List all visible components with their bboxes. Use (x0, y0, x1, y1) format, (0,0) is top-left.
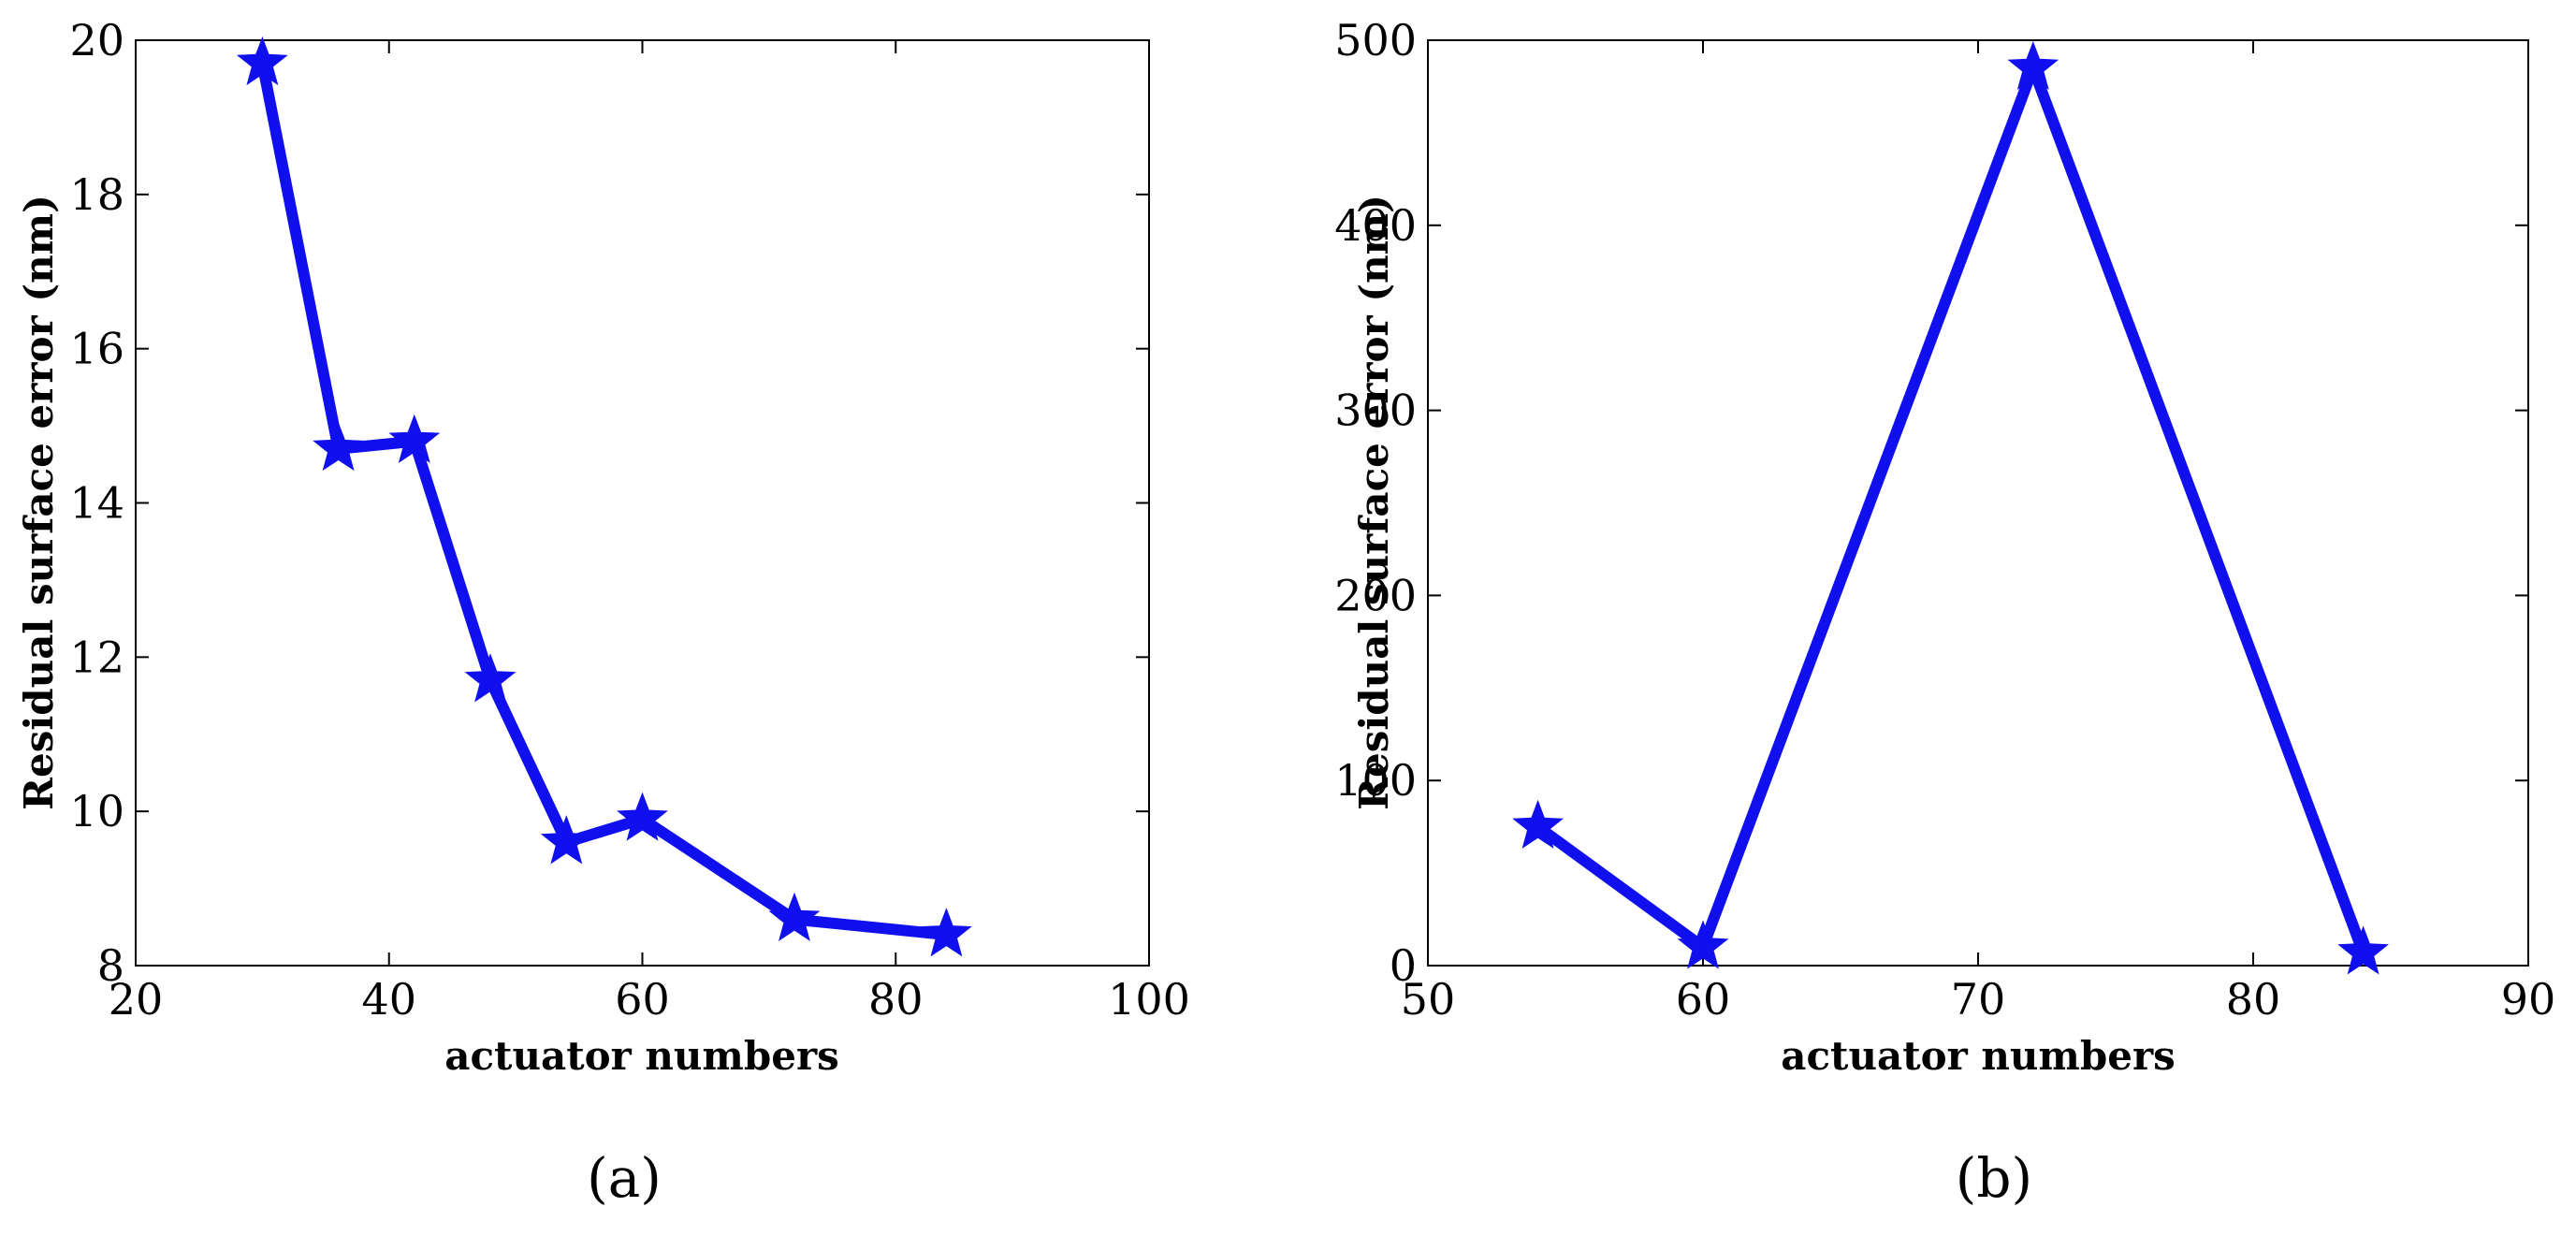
y-tick-label: 20 (69, 15, 124, 65)
x-tick-label: 80 (2226, 974, 2281, 1025)
data-point-star (236, 36, 288, 86)
data-point-star (388, 414, 441, 463)
series-line-a (256, 57, 953, 940)
y-tick-label: 500 (1334, 15, 1417, 65)
data-point-star (2337, 925, 2389, 975)
chart-panel-a: 20 40 60 80 100 8 10 12 14 16 18 20 actuator number… (16, 15, 1190, 1210)
y-tick-label: 16 (69, 324, 124, 374)
y-tick-label: 0 (1390, 940, 1417, 991)
x-tick-label: 60 (1676, 974, 1731, 1025)
y-tick-label: 400 (1334, 200, 1417, 251)
y-tick-label: 8 (97, 940, 124, 991)
x-tick-label: 90 (2501, 974, 2556, 1025)
y-tick-label: 100 (1334, 755, 1417, 806)
panel-label-b: (b) (1956, 1146, 2032, 1210)
x-axis-label-b: actuator numbers (1781, 1033, 2175, 1079)
data-point-star (2007, 40, 2059, 90)
y-tick-label: 14 (69, 478, 124, 529)
x-tick-label: 20 (109, 974, 164, 1025)
data-point-star (313, 421, 364, 472)
y-tick-label: 300 (1334, 385, 1417, 436)
data-point-star (1677, 920, 1729, 969)
x-tick-label: 40 (361, 974, 416, 1025)
x-tick-label: 80 (868, 974, 924, 1025)
x-tick-label: 60 (615, 974, 670, 1025)
data-point-star (1512, 799, 1564, 849)
y-axis-label-b: Residual surface error (nm) (1351, 195, 1397, 810)
data-point-star (921, 908, 972, 957)
plot-frame-b (1427, 39, 2529, 967)
y-tick-label: 12 (69, 632, 124, 682)
axis-ticks-b: 50 60 70 80 90 0 100 200 300 400 500 (1334, 15, 2555, 1025)
y-tick-label: 200 (1334, 570, 1417, 620)
panel-label-a: (a) (587, 1146, 662, 1210)
series-line-b (1532, 62, 2369, 959)
chart-panel-b: 50 60 70 80 90 0 100 200 300 400 500 actuator numb… (1334, 15, 2555, 1210)
x-tick-label: 50 (1401, 974, 1456, 1025)
series-line (256, 57, 953, 940)
x-tick-label: 70 (1951, 974, 2006, 1025)
data-point-star (617, 792, 668, 841)
x-tick-label: 100 (1108, 974, 1190, 1025)
series-markers-a (236, 36, 972, 957)
series-markers-b (1512, 40, 2389, 975)
y-tick-label: 18 (69, 169, 124, 220)
x-axis-label-a: actuator numbers (444, 1033, 838, 1079)
data-point-star (540, 815, 592, 865)
axis-ticks-a: 20 40 60 80 100 8 10 12 14 16 18 20 (69, 15, 1189, 1025)
data-point-star (464, 653, 517, 703)
series-line (1532, 62, 2369, 959)
y-tick-label: 10 (69, 786, 124, 836)
y-axis-label-a: Residual surface error (nm) (16, 195, 62, 810)
data-point-star (768, 892, 821, 941)
